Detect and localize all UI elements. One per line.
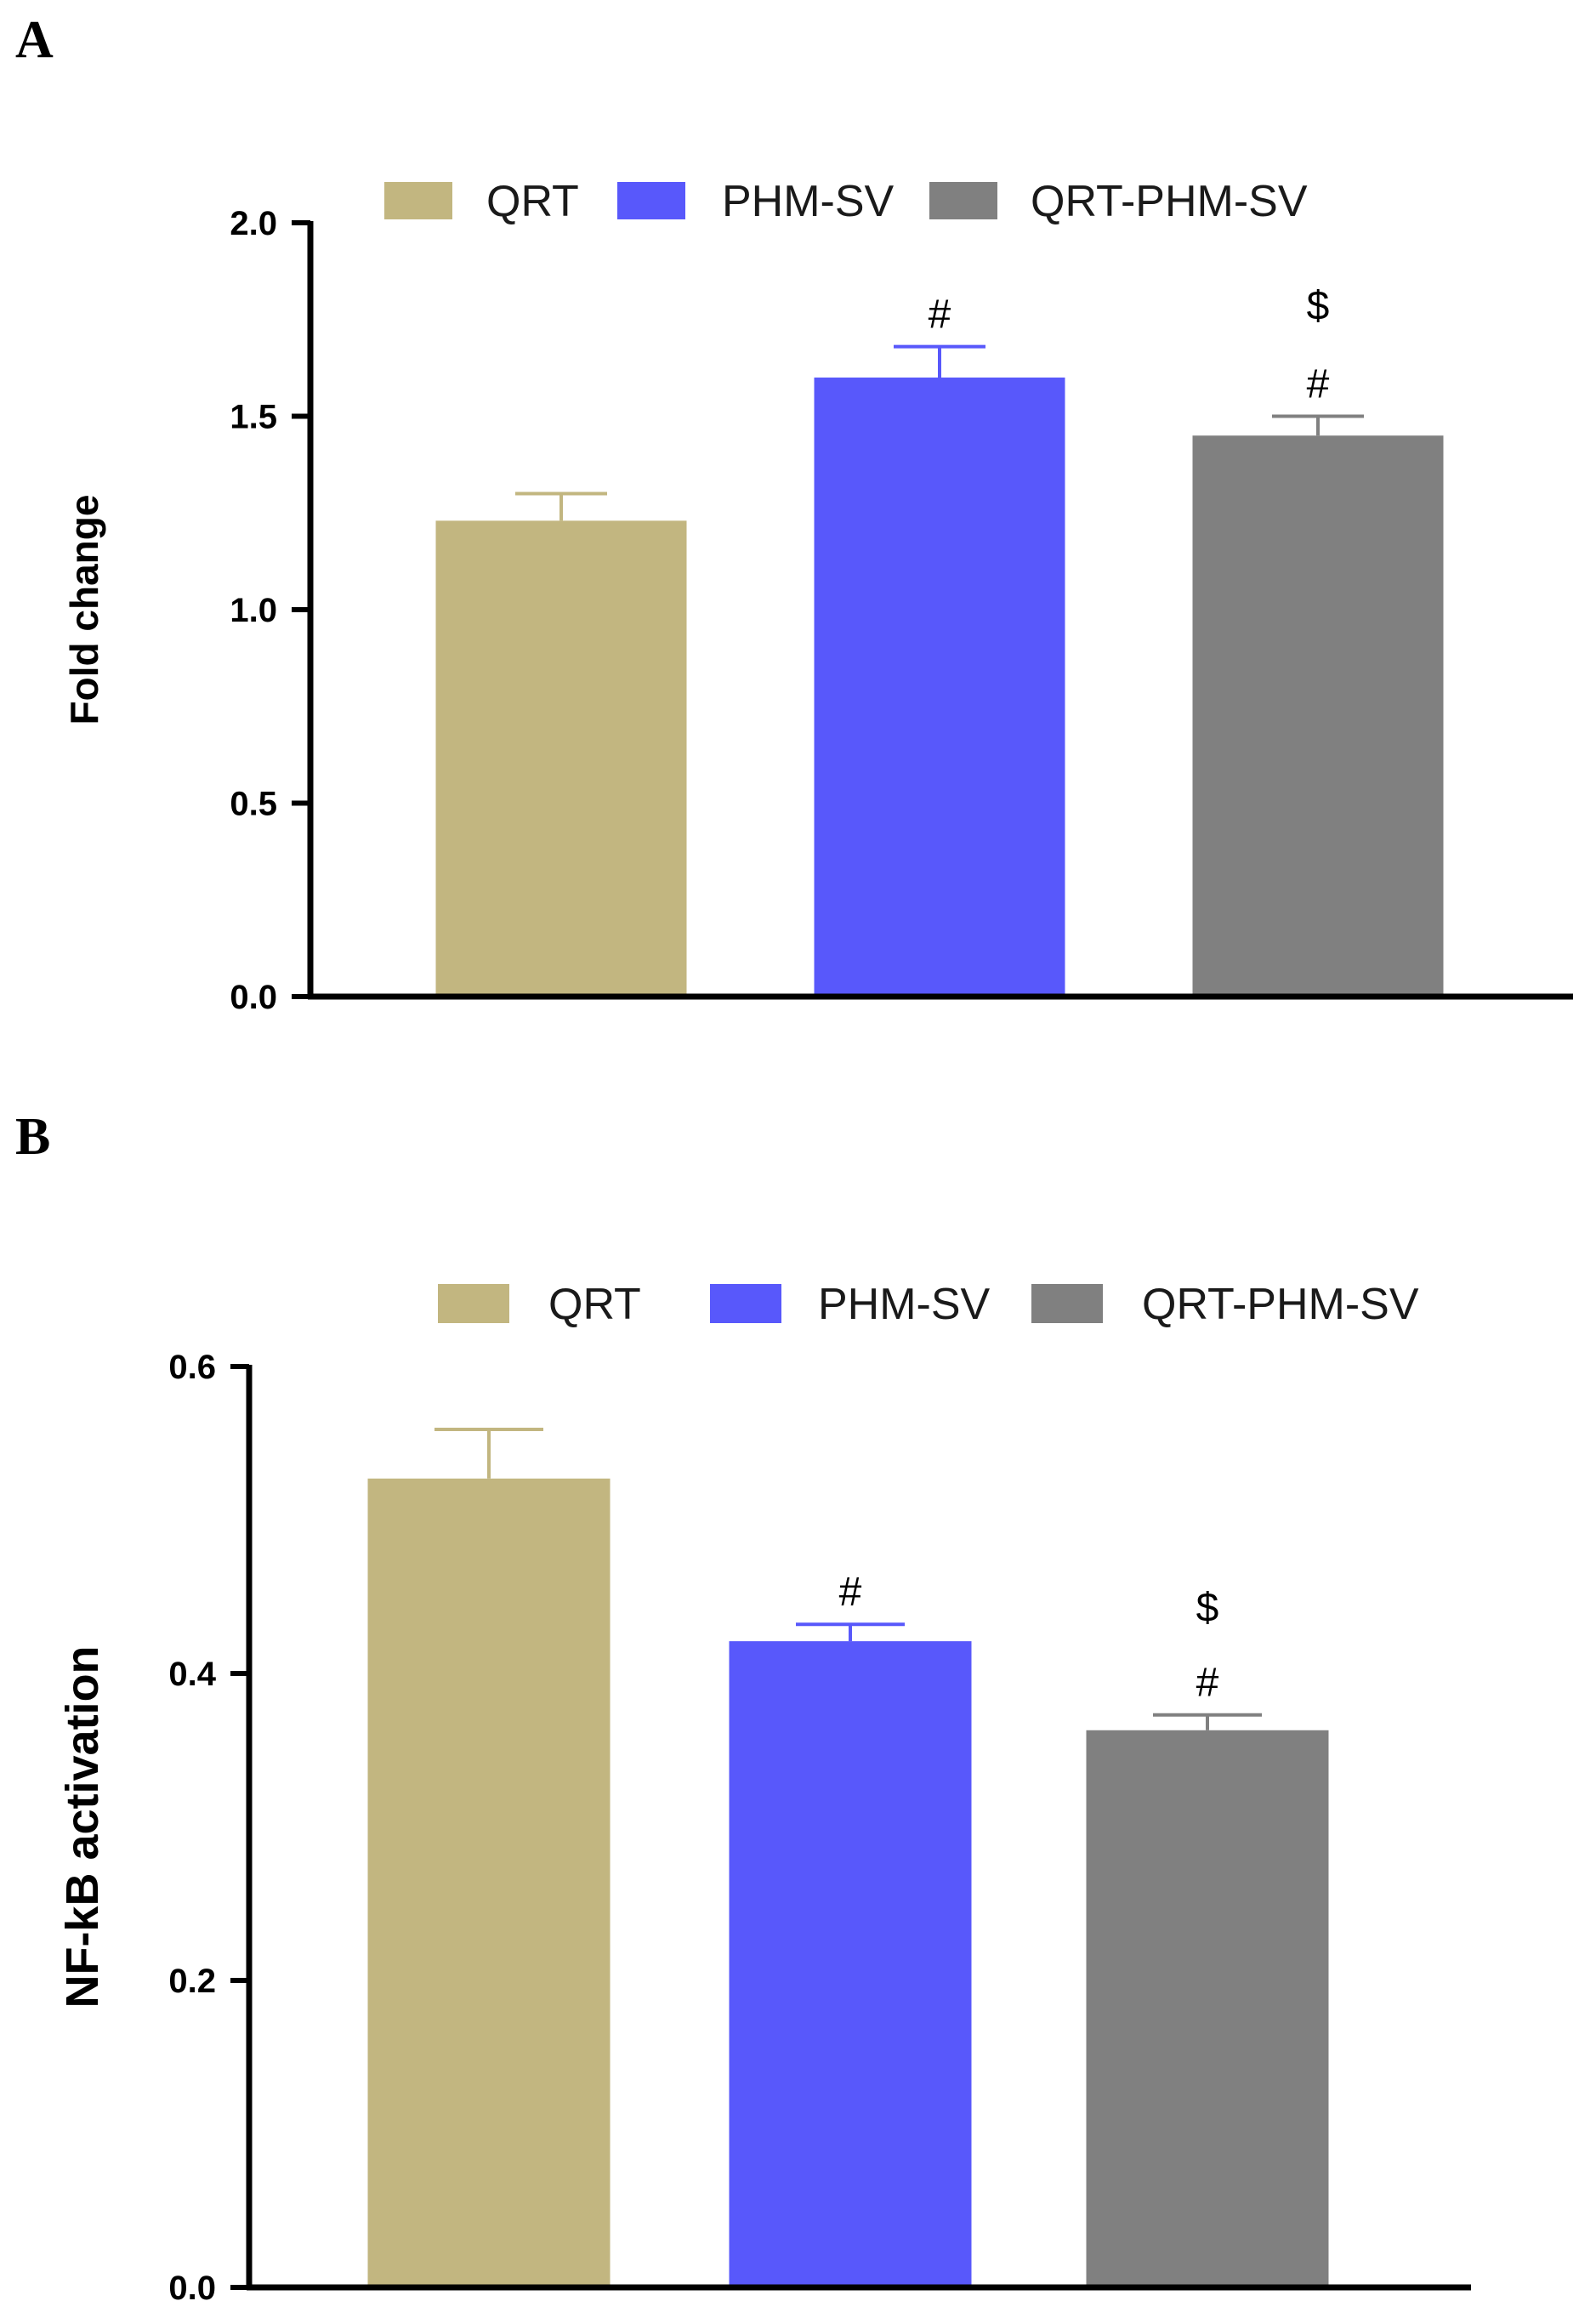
y-tick-label-a-5: 2.0 <box>230 205 277 242</box>
significance-mark-b-3-1: $ <box>1196 1586 1219 1631</box>
significance-mark-b-2-1: # <box>839 1570 862 1615</box>
panel-label-b: B <box>15 1108 51 1166</box>
legend-swatch-b-2 <box>710 1284 781 1323</box>
legend-swatch-b-1 <box>438 1284 509 1323</box>
y-tick-label-b-4: 0.6 <box>168 1349 216 1386</box>
legend-label-a-2: PHM-SV <box>722 177 895 226</box>
y-tick-label-a-2: 0.5 <box>230 786 277 823</box>
y-axis-title-b: NF-kB activation <box>57 1645 108 2008</box>
legend-swatch-b-3 <box>1031 1284 1103 1323</box>
y-tick-label-b-1: 0.0 <box>168 2270 216 2301</box>
bar-b-1 <box>367 1478 611 2287</box>
significance-mark-a-3-2: # <box>1307 362 1330 407</box>
bar-b-2 <box>729 1641 972 2287</box>
significance-mark-a-3-1: $ <box>1307 284 1330 329</box>
chart-panel-b: QRT PHM-SV QRT-PHM-SV # $ #0.0 0.2 0.4 0.6 NF-kB … <box>57 1280 1471 2301</box>
legend-label-b-2: PHM-SV <box>818 1280 991 1329</box>
y-tick-label-a-4: 1.5 <box>230 399 277 436</box>
y-axis-title-a: Fold change <box>62 495 106 725</box>
chart-panel-a: QRT PHM-SV QRT-PHM-SV # $ #0.0 0.5 1.0 1.5 2.0 Fol… <box>62 177 1573 1016</box>
legend-swatch-a-1 <box>384 182 452 219</box>
significance-mark-b-3-2: # <box>1196 1661 1219 1706</box>
y-tick-label-b-2: 0.2 <box>168 1963 216 2000</box>
legend-label-a-3: QRT-PHM-SV <box>1031 177 1308 226</box>
y-tick-label-b-3: 0.4 <box>168 1656 216 1693</box>
bar-b-3 <box>1086 1730 1329 2287</box>
y-tick-label-a-3: 1.0 <box>230 592 277 629</box>
bar-a-1 <box>435 520 687 997</box>
legend-label-a-1: QRT <box>486 177 579 226</box>
significance-mark-a-2-1: # <box>929 293 951 338</box>
legend-label-b-3: QRT-PHM-SV <box>1142 1280 1419 1329</box>
legend-swatch-a-2 <box>617 182 685 219</box>
y-tick-label-a-1: 0.0 <box>230 979 277 1016</box>
legend-label-b-1: QRT <box>548 1280 641 1329</box>
bar-a-3 <box>1192 435 1444 997</box>
bar-a-2 <box>814 378 1065 997</box>
legend-swatch-a-3 <box>929 182 997 219</box>
panel-label-a: A <box>15 11 54 69</box>
